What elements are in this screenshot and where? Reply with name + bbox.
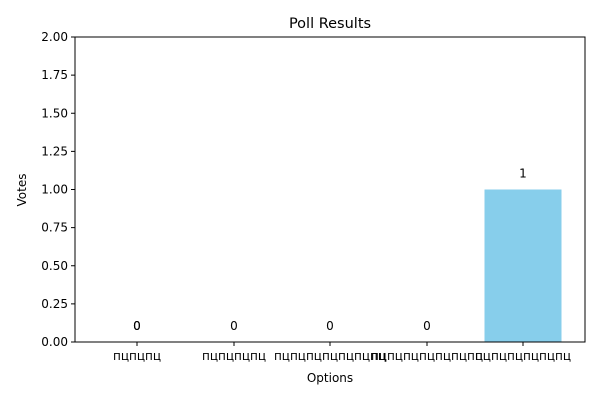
y-tick-label-2: 0.50 <box>41 259 68 273</box>
y-tick-label-5: 1.25 <box>41 144 68 158</box>
plot-frame <box>74 36 586 343</box>
data-label-2: 0 <box>326 319 334 333</box>
x-tick-label-1: пцпцпцпц <box>202 349 266 363</box>
x-tick-label-2: пцпцпцпцпцпцпц <box>274 349 386 363</box>
extra-data-label-0: 0 <box>133 319 141 333</box>
plot-area: 0.00 0.25 0.50 0.75 1.00 1.25 1.50 1.75 2.00 пцпц… <box>41 30 586 363</box>
x-tick-label-3: пцпцпцпцпцпцпц <box>371 349 483 363</box>
data-label-3: 0 <box>423 319 431 333</box>
data-label-4: 1 <box>519 167 527 181</box>
y-tick-label-7: 1.75 <box>41 68 68 82</box>
y-axis-label: Votes <box>15 174 29 207</box>
x-tick-label-0: пцпцпц <box>113 349 161 363</box>
data-label-0: 0 <box>133 319 141 333</box>
y-tick-label-8: 2.00 <box>41 30 68 44</box>
y-tick-label-0: 0.00 <box>41 335 68 349</box>
y-tick-label-3: 0.75 <box>41 221 68 235</box>
y-tick-label-4: 1.00 <box>41 183 68 197</box>
x-tick-label-4: пцпцпцпцпцпц <box>475 349 571 363</box>
bar-4 <box>484 189 562 342</box>
y-tick-label-1: 0.25 <box>41 297 68 311</box>
chart-title: Poll Results <box>289 16 371 32</box>
y-tick-label-6: 1.50 <box>41 106 68 120</box>
x-axis-label: Options <box>307 371 353 385</box>
data-label-1: 0 <box>230 319 238 333</box>
